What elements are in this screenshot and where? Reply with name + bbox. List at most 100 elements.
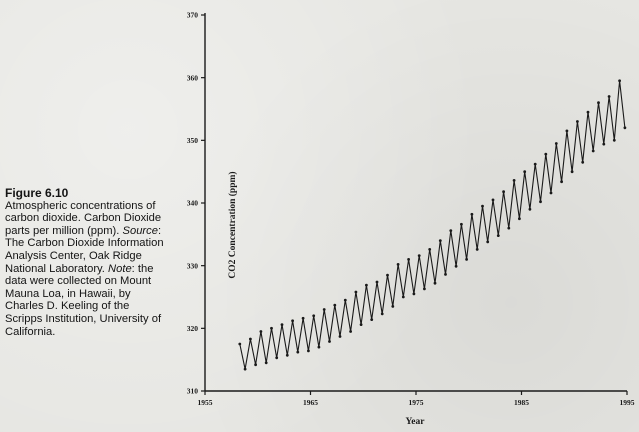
data-point — [433, 281, 437, 285]
data-point — [581, 160, 585, 164]
data-point — [539, 200, 542, 204]
data-point — [544, 152, 548, 156]
data-point — [560, 180, 563, 184]
data-point — [343, 298, 347, 302]
y-tick-label: 370 — [187, 11, 199, 20]
data-point — [623, 126, 627, 130]
y-tick-label: 340 — [187, 199, 199, 208]
data-point — [576, 120, 579, 123]
data-point — [549, 191, 553, 195]
data-point — [502, 190, 505, 194]
data-point — [460, 222, 463, 226]
caption-text-2: : The Carbon Dioxide Information Analysi… — [5, 224, 164, 275]
data-point — [518, 217, 521, 221]
data-point — [507, 226, 511, 230]
data-point — [349, 330, 352, 333]
chart-ticks: 310 320 330 340 350 360 370 1955 1965 1975 1985 199… — [187, 11, 635, 407]
data-point — [280, 323, 284, 326]
figure-caption: Figure 6.10 Atmospheric concentrations o… — [5, 187, 165, 338]
data-point — [270, 326, 273, 330]
data-point — [607, 95, 611, 98]
y-tick-label: 360 — [187, 73, 199, 82]
data-point — [328, 340, 331, 343]
data-point — [533, 162, 537, 166]
y-axis-title: CO2 Concentration (ppm) — [227, 171, 238, 278]
data-point — [333, 303, 337, 307]
data-point — [428, 248, 432, 251]
data-point — [243, 367, 247, 371]
data-point — [296, 350, 300, 354]
data-point — [554, 142, 558, 145]
data-point — [565, 129, 569, 133]
data-point — [375, 280, 379, 284]
data-point — [238, 342, 242, 346]
x-tick-label: 1985 — [514, 398, 529, 407]
data-point — [317, 345, 321, 349]
data-point — [407, 258, 410, 261]
x-tick-label: 1995 — [620, 398, 635, 407]
data-point — [444, 273, 447, 276]
data-point — [396, 263, 400, 266]
y-tick-label: 320 — [187, 324, 199, 333]
x-tick-label: 1965 — [303, 398, 318, 407]
data-point — [365, 283, 368, 287]
chart-axes — [204, 13, 627, 392]
data-point — [275, 356, 279, 360]
data-point — [523, 170, 527, 174]
data-point — [338, 335, 342, 338]
data-point — [570, 170, 574, 174]
y-tick-label: 330 — [187, 261, 199, 270]
data-point — [412, 292, 416, 296]
data-point — [602, 142, 606, 146]
data-point — [454, 264, 458, 268]
data-point — [423, 287, 426, 291]
data-point — [528, 207, 532, 211]
y-tick-label: 310 — [187, 387, 199, 396]
data-point — [322, 308, 326, 311]
data-point — [359, 323, 363, 326]
data-point — [470, 212, 474, 216]
data-point — [291, 319, 294, 323]
data-point — [391, 305, 395, 308]
data-point — [380, 312, 384, 316]
x-tick-label: 1955 — [198, 398, 213, 407]
data-point — [586, 110, 590, 114]
chart-series — [238, 79, 627, 371]
data-point — [354, 290, 358, 294]
data-point — [465, 258, 468, 261]
data-point — [386, 273, 389, 277]
data-point — [249, 337, 252, 341]
caption-source-label: Source — [122, 224, 158, 237]
data-point — [370, 318, 374, 321]
data-point — [312, 314, 316, 318]
caption-text-1: Atmospheric concentrations of carbon dio… — [5, 199, 162, 237]
data-point — [618, 79, 621, 83]
data-point — [481, 204, 484, 208]
data-point — [301, 316, 305, 320]
data-point — [491, 198, 495, 202]
data-point — [417, 254, 421, 257]
data-point — [486, 240, 490, 244]
series-line — [239, 80, 626, 370]
x-tick-label: 1975 — [409, 398, 424, 407]
data-point — [285, 353, 289, 357]
data-point — [496, 234, 500, 238]
data-point — [254, 363, 257, 367]
data-point — [438, 239, 442, 243]
data-point — [591, 149, 595, 153]
data-point — [512, 179, 516, 182]
y-tick-label: 350 — [187, 136, 199, 145]
data-point — [401, 295, 405, 299]
data-point — [264, 361, 268, 365]
x-axis-title: Year — [406, 417, 426, 427]
caption-text-3: : the data were collected on Mount Mauna… — [5, 262, 162, 338]
data-point — [612, 138, 616, 142]
data-point — [597, 101, 600, 105]
figure-label: Figure 6.10 — [5, 186, 69, 200]
data-point — [259, 330, 263, 333]
caption-note-label: Note — [108, 262, 132, 275]
data-point — [475, 248, 479, 251]
data-point — [449, 229, 453, 233]
